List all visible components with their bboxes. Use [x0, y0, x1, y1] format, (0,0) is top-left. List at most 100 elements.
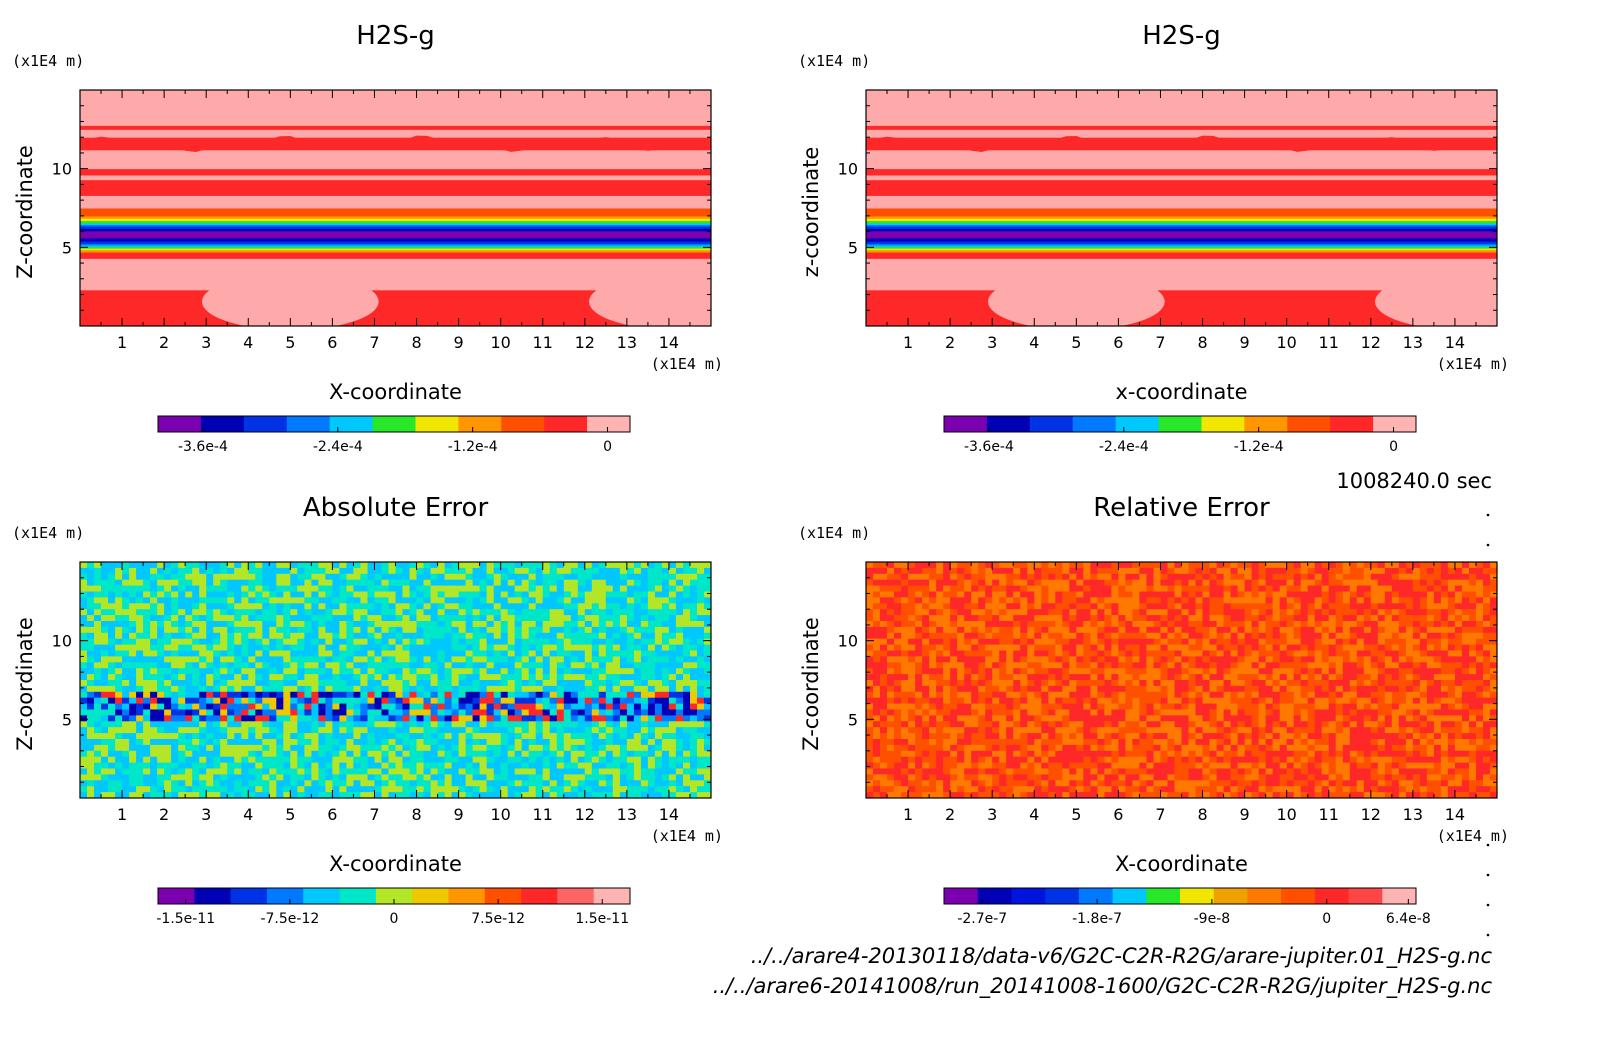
noise-cell [514, 739, 523, 746]
noise-cell [577, 585, 586, 593]
noise-cell [101, 674, 109, 681]
noise-cell [213, 786, 221, 793]
noise-cell [1062, 621, 1070, 628]
noise-cell [129, 786, 137, 793]
noise-cell [423, 727, 432, 734]
noise-cell [318, 579, 326, 587]
noise-cell [220, 585, 228, 593]
noise-cell [234, 573, 242, 581]
noise-cell [605, 662, 614, 669]
noise-cell [437, 662, 446, 669]
noise-cell [374, 621, 383, 628]
noise-cell [1293, 609, 1302, 616]
noise-cell [647, 721, 656, 728]
noise-cell [164, 597, 172, 604]
noise-cell [192, 626, 200, 634]
noise-cell [992, 597, 1000, 604]
noise-cell [570, 632, 579, 640]
noise-cell [683, 585, 691, 593]
noise-cell [430, 585, 439, 593]
noise-cell [887, 615, 895, 622]
noise-cell [122, 750, 130, 758]
noise-cell [612, 744, 621, 752]
noise-cell [1391, 567, 1400, 575]
noise-cell [332, 626, 340, 634]
noise-cell [311, 579, 319, 587]
noise-cell [80, 744, 88, 752]
noise-cell [1258, 609, 1267, 616]
noise-cell [479, 768, 488, 775]
noise-cell [255, 650, 263, 657]
noise-cell [1469, 573, 1477, 581]
noise-cell [654, 621, 663, 628]
noise-cell [1041, 573, 1049, 581]
noise-cell [122, 733, 130, 740]
noise-cell [143, 786, 151, 793]
noise-cell [915, 609, 923, 616]
noise-cell [577, 709, 586, 716]
noise-cell [227, 650, 235, 657]
noise-cell [318, 585, 326, 593]
noise-cell [1440, 597, 1449, 604]
noise-cell [971, 579, 979, 587]
noise-cell [690, 615, 698, 622]
noise-cell [185, 768, 193, 775]
noise-cell [528, 750, 537, 758]
noise-cell [108, 691, 116, 699]
noise-cell [1405, 573, 1414, 581]
noise-cell [690, 756, 698, 764]
noise-cell [950, 567, 958, 575]
noise-cell [283, 609, 291, 616]
noise-cell [577, 674, 586, 681]
noise-cell [206, 644, 214, 652]
noise-cell [479, 721, 488, 728]
contour-band [866, 218, 1497, 222]
noise-cell [1272, 591, 1281, 598]
noise-cell [332, 668, 340, 675]
noise-cell [1342, 609, 1351, 616]
noise-cell [171, 597, 179, 604]
noise-cell [451, 609, 460, 616]
noise-cell [269, 680, 277, 687]
noise-cell [115, 739, 123, 746]
noise-cell [332, 721, 340, 728]
noise-cell [80, 650, 88, 657]
noise-cell [922, 615, 930, 622]
noise-cell [556, 762, 565, 770]
noise-cell [192, 680, 200, 687]
noise-cell [388, 644, 397, 652]
noise-cell [619, 674, 628, 681]
noise-cell [262, 621, 270, 628]
noise-cell [654, 656, 663, 663]
noise-cell [507, 591, 516, 598]
noise-cell [150, 750, 158, 758]
colorbar-swatch [329, 416, 374, 432]
noise-cell [493, 562, 502, 569]
noise-cell [1111, 603, 1119, 610]
noise-cell [276, 709, 284, 716]
noise-cell [535, 579, 544, 587]
noise-cell [276, 733, 284, 740]
noise-cell [227, 739, 235, 746]
noise-cell [80, 721, 88, 728]
noise-cell [423, 780, 432, 787]
noise-cell [360, 703, 368, 711]
noise-cell [94, 632, 102, 640]
noise-cell [402, 715, 411, 722]
noise-cell [704, 638, 711, 646]
noise-cell [633, 597, 642, 604]
noise-cell [353, 621, 361, 628]
noise-cell [283, 632, 291, 640]
noise-cell [255, 638, 263, 646]
noise-cell [1391, 579, 1400, 587]
noise-cell [1265, 609, 1274, 616]
noise-cell [1160, 591, 1169, 598]
noise-cell [129, 656, 137, 663]
noise-cell [894, 603, 902, 610]
noise-cell [409, 644, 418, 652]
noise-cell [1272, 597, 1281, 604]
noise-cell [360, 656, 368, 663]
noise-cell [206, 703, 214, 711]
noise-cell [577, 591, 586, 598]
noise-cell [472, 680, 481, 687]
